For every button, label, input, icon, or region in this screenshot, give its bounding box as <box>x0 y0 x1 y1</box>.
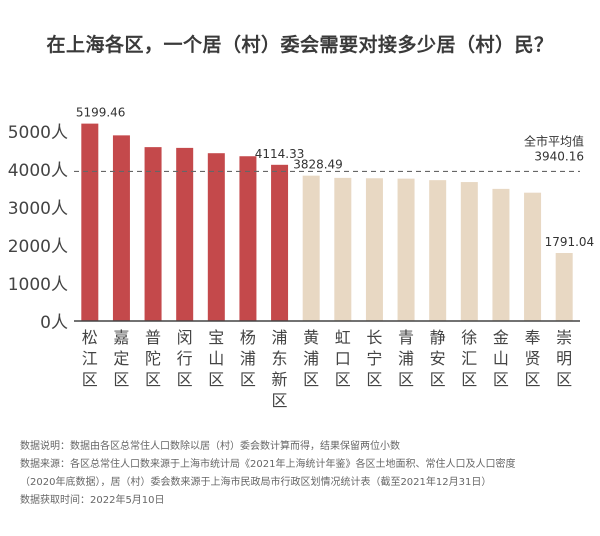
bar-chart: 0人 1000人 2000人 3000人 4000人 5000人全市平均值3940.16 5… <box>8 106 595 410</box>
data-label: 5199.46 <box>76 106 126 120</box>
bar <box>492 188 510 321</box>
x-category-label: 徐汇区 <box>461 328 477 389</box>
x-category-label: 松江区 <box>82 328 98 389</box>
x-category-label: 普陀区 <box>145 328 161 389</box>
bar <box>429 180 447 321</box>
bar <box>302 175 320 321</box>
bar <box>397 178 415 321</box>
y-tick-label: 5000人 <box>8 123 68 143</box>
bar <box>144 147 162 321</box>
bar <box>239 156 257 321</box>
bar <box>365 178 383 321</box>
x-category-label: 长宁区 <box>366 328 382 389</box>
x-category-label: 虹口区 <box>335 328 351 389</box>
bar <box>176 147 194 321</box>
x-category-label: 宝山区 <box>208 328 224 389</box>
average-value-label: 3940.16 <box>534 149 584 163</box>
x-category-label: 杨浦区 <box>240 328 256 389</box>
bar <box>555 253 573 321</box>
bar <box>524 192 542 321</box>
x-category-label: 闵行区 <box>177 328 193 389</box>
y-tick-label: 2000人 <box>8 237 68 257</box>
average-label: 全市平均值 <box>524 133 584 148</box>
bar <box>334 177 352 321</box>
chart-title: 在上海各区，一个居（村）委会需要对接多少居（村）民？ <box>46 34 554 56</box>
x-category-label: 崇明区 <box>556 328 572 389</box>
x-category-label: 静安区 <box>430 328 446 389</box>
data-label: 4114.33 <box>255 147 305 161</box>
x-category-label: 奉贤区 <box>525 328 541 389</box>
note-retrieval-date: 数据获取时间：2022年5月10日 <box>20 495 165 506</box>
x-category-label: 浦东新区 <box>272 328 288 410</box>
y-tick-label: 3000人 <box>8 199 68 219</box>
bar <box>81 123 99 321</box>
bar <box>271 164 289 321</box>
note-source: 数据来源：各区总常住人口数来源于上海市统计局《2021年上海统计年鉴》各区土地面… <box>20 459 516 470</box>
note-source-continued: （2020年底数据），居（村）委会数来源于上海市民政局市行政区划情况统计表（截至… <box>20 477 492 488</box>
y-tick-label: 0人 <box>40 313 68 333</box>
y-tick-label: 4000人 <box>8 161 68 181</box>
x-category-label: 嘉定区 <box>113 328 129 389</box>
footnotes: 数据说明：数据由各区总常住人口数除以居（村）委会数计算而得，结果保留两位小数 数… <box>20 438 590 510</box>
x-category-label: 黄浦区 <box>303 328 319 389</box>
bar <box>460 182 478 321</box>
y-tick-label: 1000人 <box>8 275 68 295</box>
x-category-label: 金山区 <box>493 328 509 389</box>
x-category-label: 青浦区 <box>398 328 414 389</box>
data-label: 3828.49 <box>293 158 343 172</box>
bar <box>112 135 130 321</box>
bar <box>207 153 225 321</box>
note-explanation: 数据说明：数据由各区总常住人口数除以居（村）委会数计算而得，结果保留两位小数 <box>20 441 400 452</box>
data-label: 1791.04 <box>545 235 595 249</box>
